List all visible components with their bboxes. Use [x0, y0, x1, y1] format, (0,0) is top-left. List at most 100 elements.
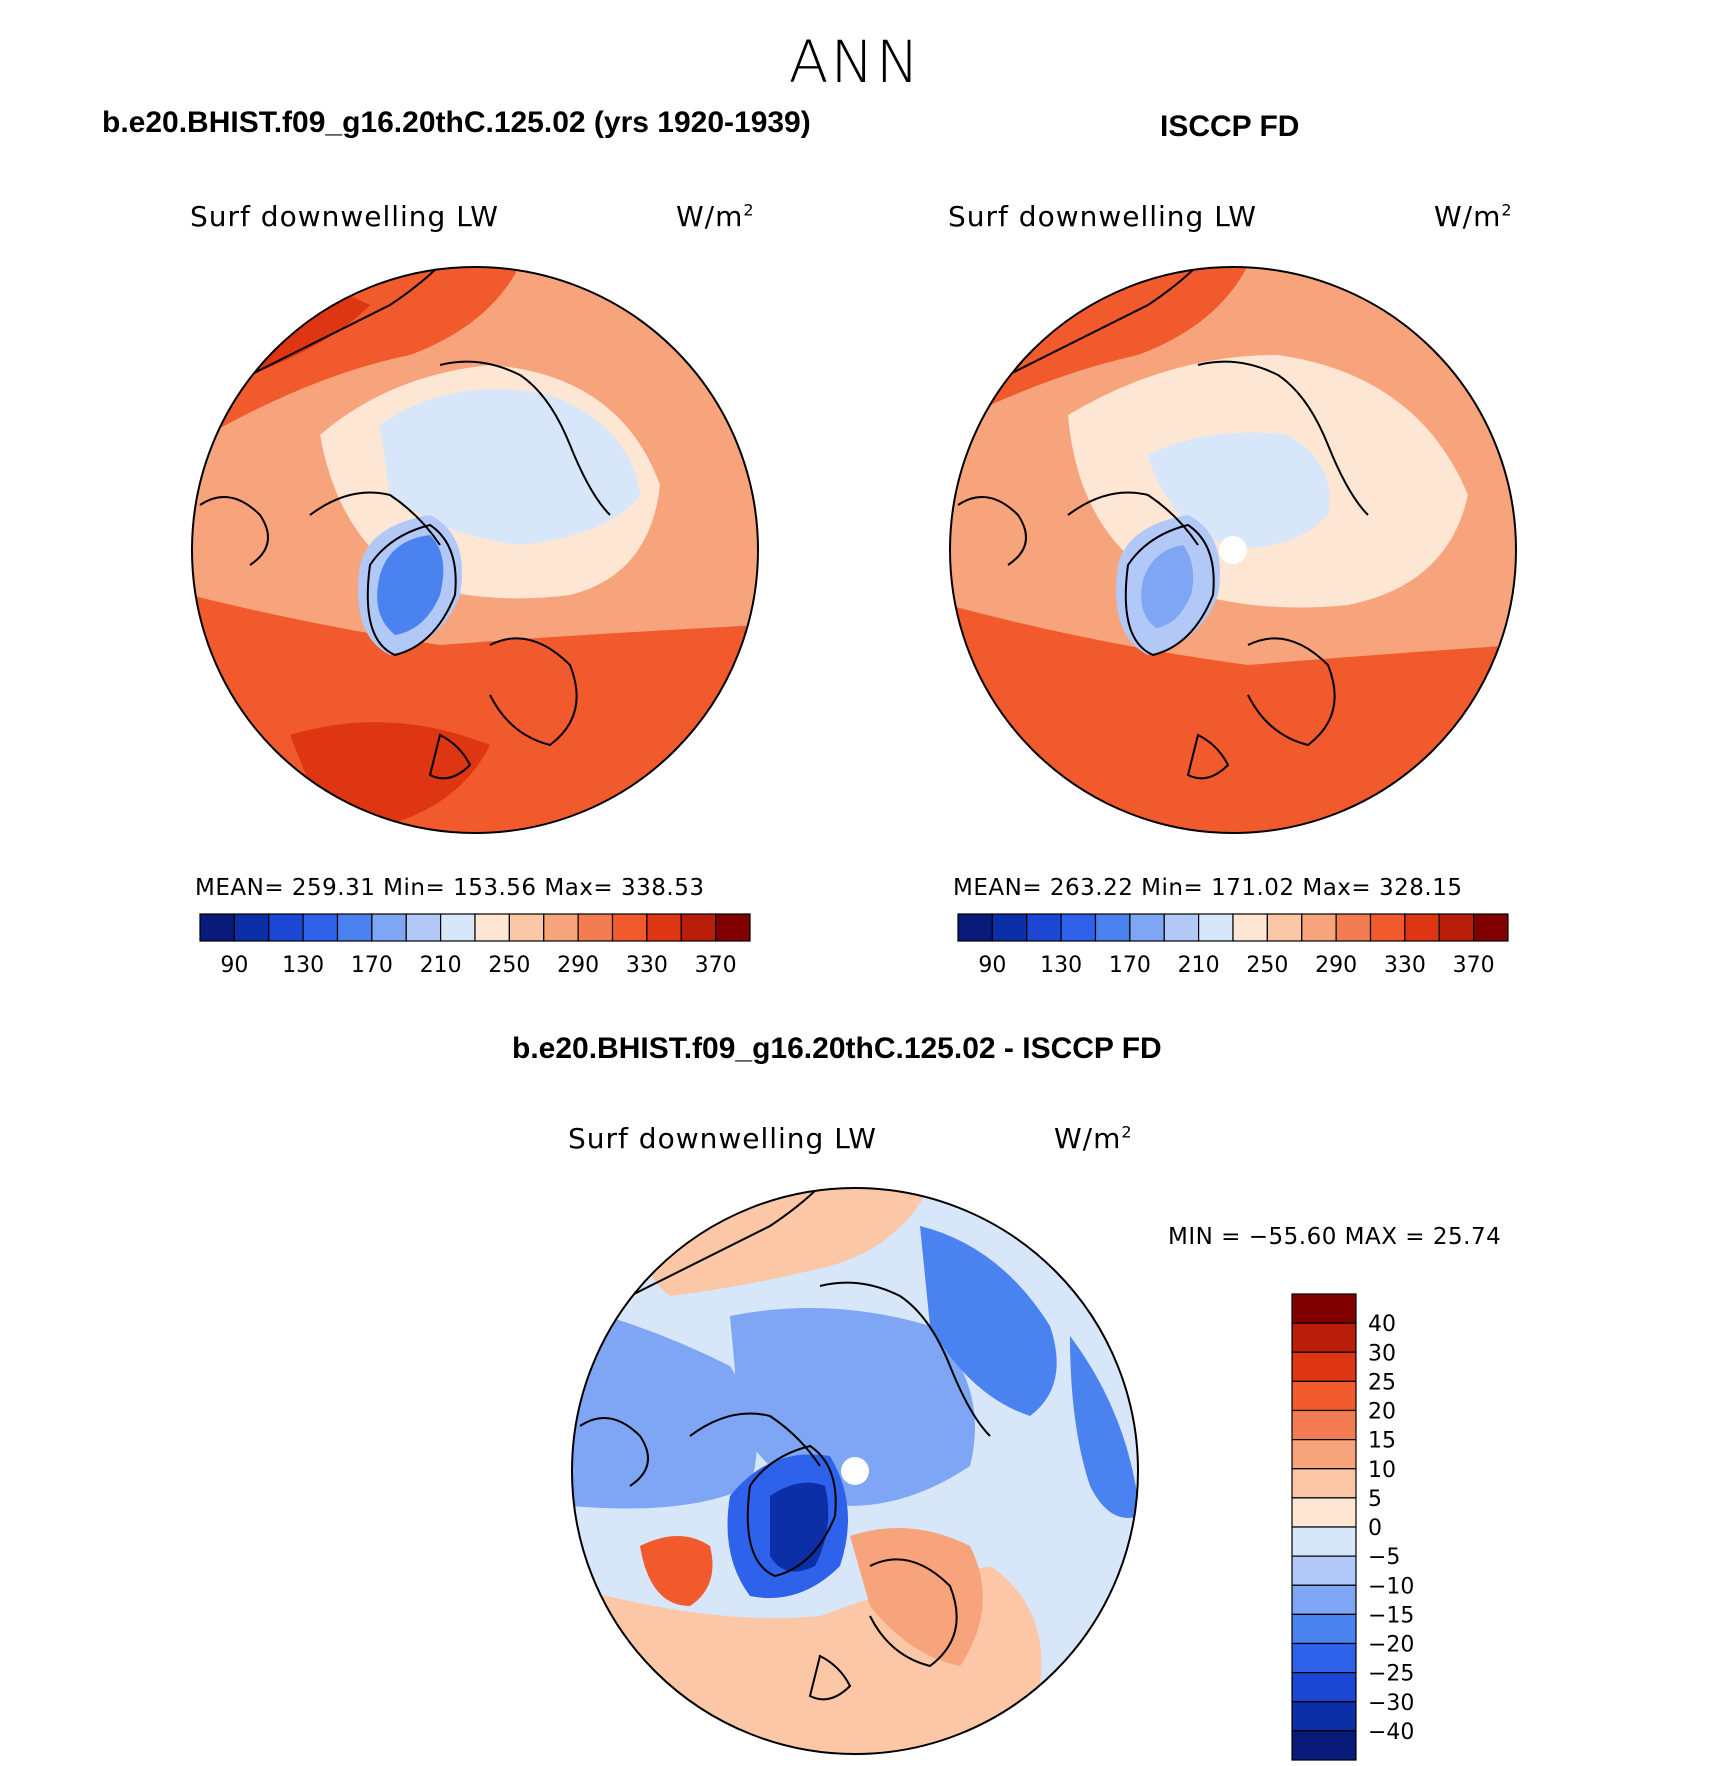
model-colorbar-tick-label: 210 — [420, 953, 462, 978]
obs-colorbar-box — [957, 913, 993, 942]
obs-region-greenland-inner — [1141, 545, 1194, 628]
diff-colorbar-box — [1291, 1293, 1357, 1324]
diff-colorbar-box — [1291, 1409, 1357, 1441]
model-colorbar-box — [233, 913, 270, 942]
model-colorbar-box — [577, 913, 614, 942]
obs-colorbar-box — [1060, 913, 1097, 942]
obs-colorbar-tick-label: 130 — [1040, 953, 1082, 978]
obs-colorbar-box — [1266, 913, 1303, 942]
diff-colorbar-tick-label: −25 — [1368, 1662, 1414, 1687]
diff-colorbar-tick-label: 15 — [1368, 1429, 1396, 1454]
diff-region-canada-negative — [572, 1306, 757, 1509]
diff-colorbar-box — [1291, 1642, 1357, 1674]
obs-colorbar-box — [1335, 913, 1372, 942]
diff-colorbar-tick-label: 25 — [1368, 1370, 1396, 1395]
obs-colorbar-tick-label: 370 — [1453, 953, 1495, 978]
diff-colorbar-box — [1291, 1584, 1357, 1615]
obs-polar-map — [949, 266, 1517, 834]
diff-colorbar-tick-label: −30 — [1368, 1691, 1414, 1716]
diff-stats: MIN = −55.60 MAX = 25.74 — [1168, 1224, 1502, 1250]
model-colorbar-box — [543, 913, 579, 942]
obs-colorbar-box — [1094, 913, 1131, 942]
model-colorbar-tick-label: 250 — [488, 953, 530, 978]
diff-colorbar-tick-label: 0 — [1368, 1516, 1382, 1541]
obs-colorbar-tick-label: 210 — [1178, 953, 1220, 978]
diff-colorbar-tick-label: 10 — [1368, 1458, 1396, 1483]
obs-colorbar-box — [1232, 913, 1268, 942]
model-map-border — [191, 266, 759, 834]
diff-colorbar-tick-label: −10 — [1368, 1574, 1414, 1599]
diff-pole-hole — [841, 1457, 869, 1485]
model-colorbar-box — [715, 913, 751, 942]
diff-colorbar-box — [1291, 1526, 1357, 1557]
obs-colorbar-box — [1369, 913, 1406, 942]
model-colorbar-box — [371, 913, 407, 942]
obs-colorbar-box — [1198, 913, 1234, 942]
diff-colorbar-box — [1291, 1730, 1357, 1761]
diff-variable-label: Surf downwelling LW — [568, 1122, 877, 1155]
diff-colorbar-tick-label: 30 — [1368, 1341, 1396, 1366]
model-colorbar-box — [405, 913, 442, 942]
diff-colorbar-tick-label: −40 — [1368, 1720, 1414, 1745]
obs-colorbar-box — [1163, 913, 1200, 942]
obs-coastlines — [957, 267, 1369, 780]
diff-region-greenland-strong-negative — [770, 1482, 829, 1572]
model-colorbar-box — [440, 913, 476, 942]
model-colorbar-tick-label: 130 — [282, 953, 324, 978]
model-colorbar-tick-label: 170 — [351, 953, 393, 978]
obs-colorbar-tick-label: 250 — [1246, 953, 1288, 978]
model-colorbar-tick-label: 330 — [626, 953, 668, 978]
diff-colorbar-box — [1291, 1439, 1357, 1470]
diff-colorbar-box — [1291, 1497, 1357, 1528]
obs-colorbar-box — [1473, 913, 1509, 942]
model-region-greenland-inner — [377, 535, 444, 635]
diff-map-border — [571, 1187, 1139, 1755]
diff-colorbar-box — [1291, 1351, 1357, 1382]
model-colorbar-box — [268, 913, 304, 942]
obs-variable-label: Surf downwelling LW — [948, 200, 1257, 233]
obs-colorbar-box — [1129, 913, 1165, 942]
diff-colorbar-box — [1291, 1380, 1357, 1412]
model-stats: MEAN= 259.31 Min= 153.56 Max= 338.53 — [195, 875, 705, 901]
model-colorbar-box — [302, 913, 339, 942]
obs-map-border — [949, 266, 1517, 834]
diff-colorbar: 40 30 25 20 15 10 5 0 −5 −10 −15 −20 −25 −30 −40 — [1291, 1293, 1414, 1761]
model-colorbar-box — [611, 913, 648, 942]
model-colorbar-box — [336, 913, 373, 942]
diff-colorbar-tick-label: 5 — [1368, 1487, 1382, 1512]
model-case-title: b.e20.BHIST.f09_g16.20thC.125.02 (yrs 19… — [102, 106, 811, 139]
diff-colorbar-tick-label: −5 — [1368, 1545, 1400, 1570]
obs-colorbar-box — [1026, 913, 1062, 942]
diff-region-east-negative — [1070, 1336, 1138, 1518]
diff-region-labrador-positive — [640, 1536, 713, 1606]
diff-colorbar-box — [1291, 1701, 1357, 1732]
obs-colorbar-box — [1438, 913, 1475, 942]
model-colorbar: 90 130 170 210 250 290 330 370 — [199, 913, 751, 978]
model-polar-map — [191, 266, 759, 834]
diff-colorbar-box — [1291, 1672, 1357, 1703]
obs-colorbar-box — [1404, 913, 1440, 942]
diff-colorbar-tick-label: −20 — [1368, 1633, 1414, 1658]
model-region-arctic-cold — [380, 389, 640, 545]
model-colorbar-tick-label: 370 — [695, 953, 737, 978]
obs-region-atlantic-warm — [950, 605, 1516, 833]
model-colorbar-box — [474, 913, 510, 942]
diff-colorbar-tick-label: −15 — [1368, 1603, 1414, 1628]
diff-colorbar-tick-label: 20 — [1368, 1400, 1396, 1425]
model-units-label: W/m2 — [676, 200, 755, 233]
obs-stats: MEAN= 263.22 Min= 171.02 Max= 328.15 — [953, 875, 1463, 901]
diff-colorbar-tick-label: 40 — [1368, 1312, 1396, 1337]
obs-case-title: ISCCP FD — [1160, 110, 1300, 143]
model-colorbar-tick-label: 290 — [557, 953, 599, 978]
model-colorbar-box — [646, 913, 682, 942]
model-coastlines — [199, 267, 611, 780]
figure-title: ANN — [788, 28, 922, 96]
diff-colorbar-box — [1291, 1613, 1357, 1645]
diff-region-siberia-negative — [920, 1226, 1057, 1416]
diff-polar-map — [571, 1187, 1139, 1755]
model-colorbar-box — [508, 913, 545, 942]
obs-colorbar: 90 130 170 210 250 290 330 370 — [957, 913, 1509, 978]
diff-units-label: W/m2 — [1054, 1122, 1133, 1155]
model-variable-label: Surf downwelling LW — [190, 200, 499, 233]
diff-coastlines — [579, 1188, 991, 1701]
